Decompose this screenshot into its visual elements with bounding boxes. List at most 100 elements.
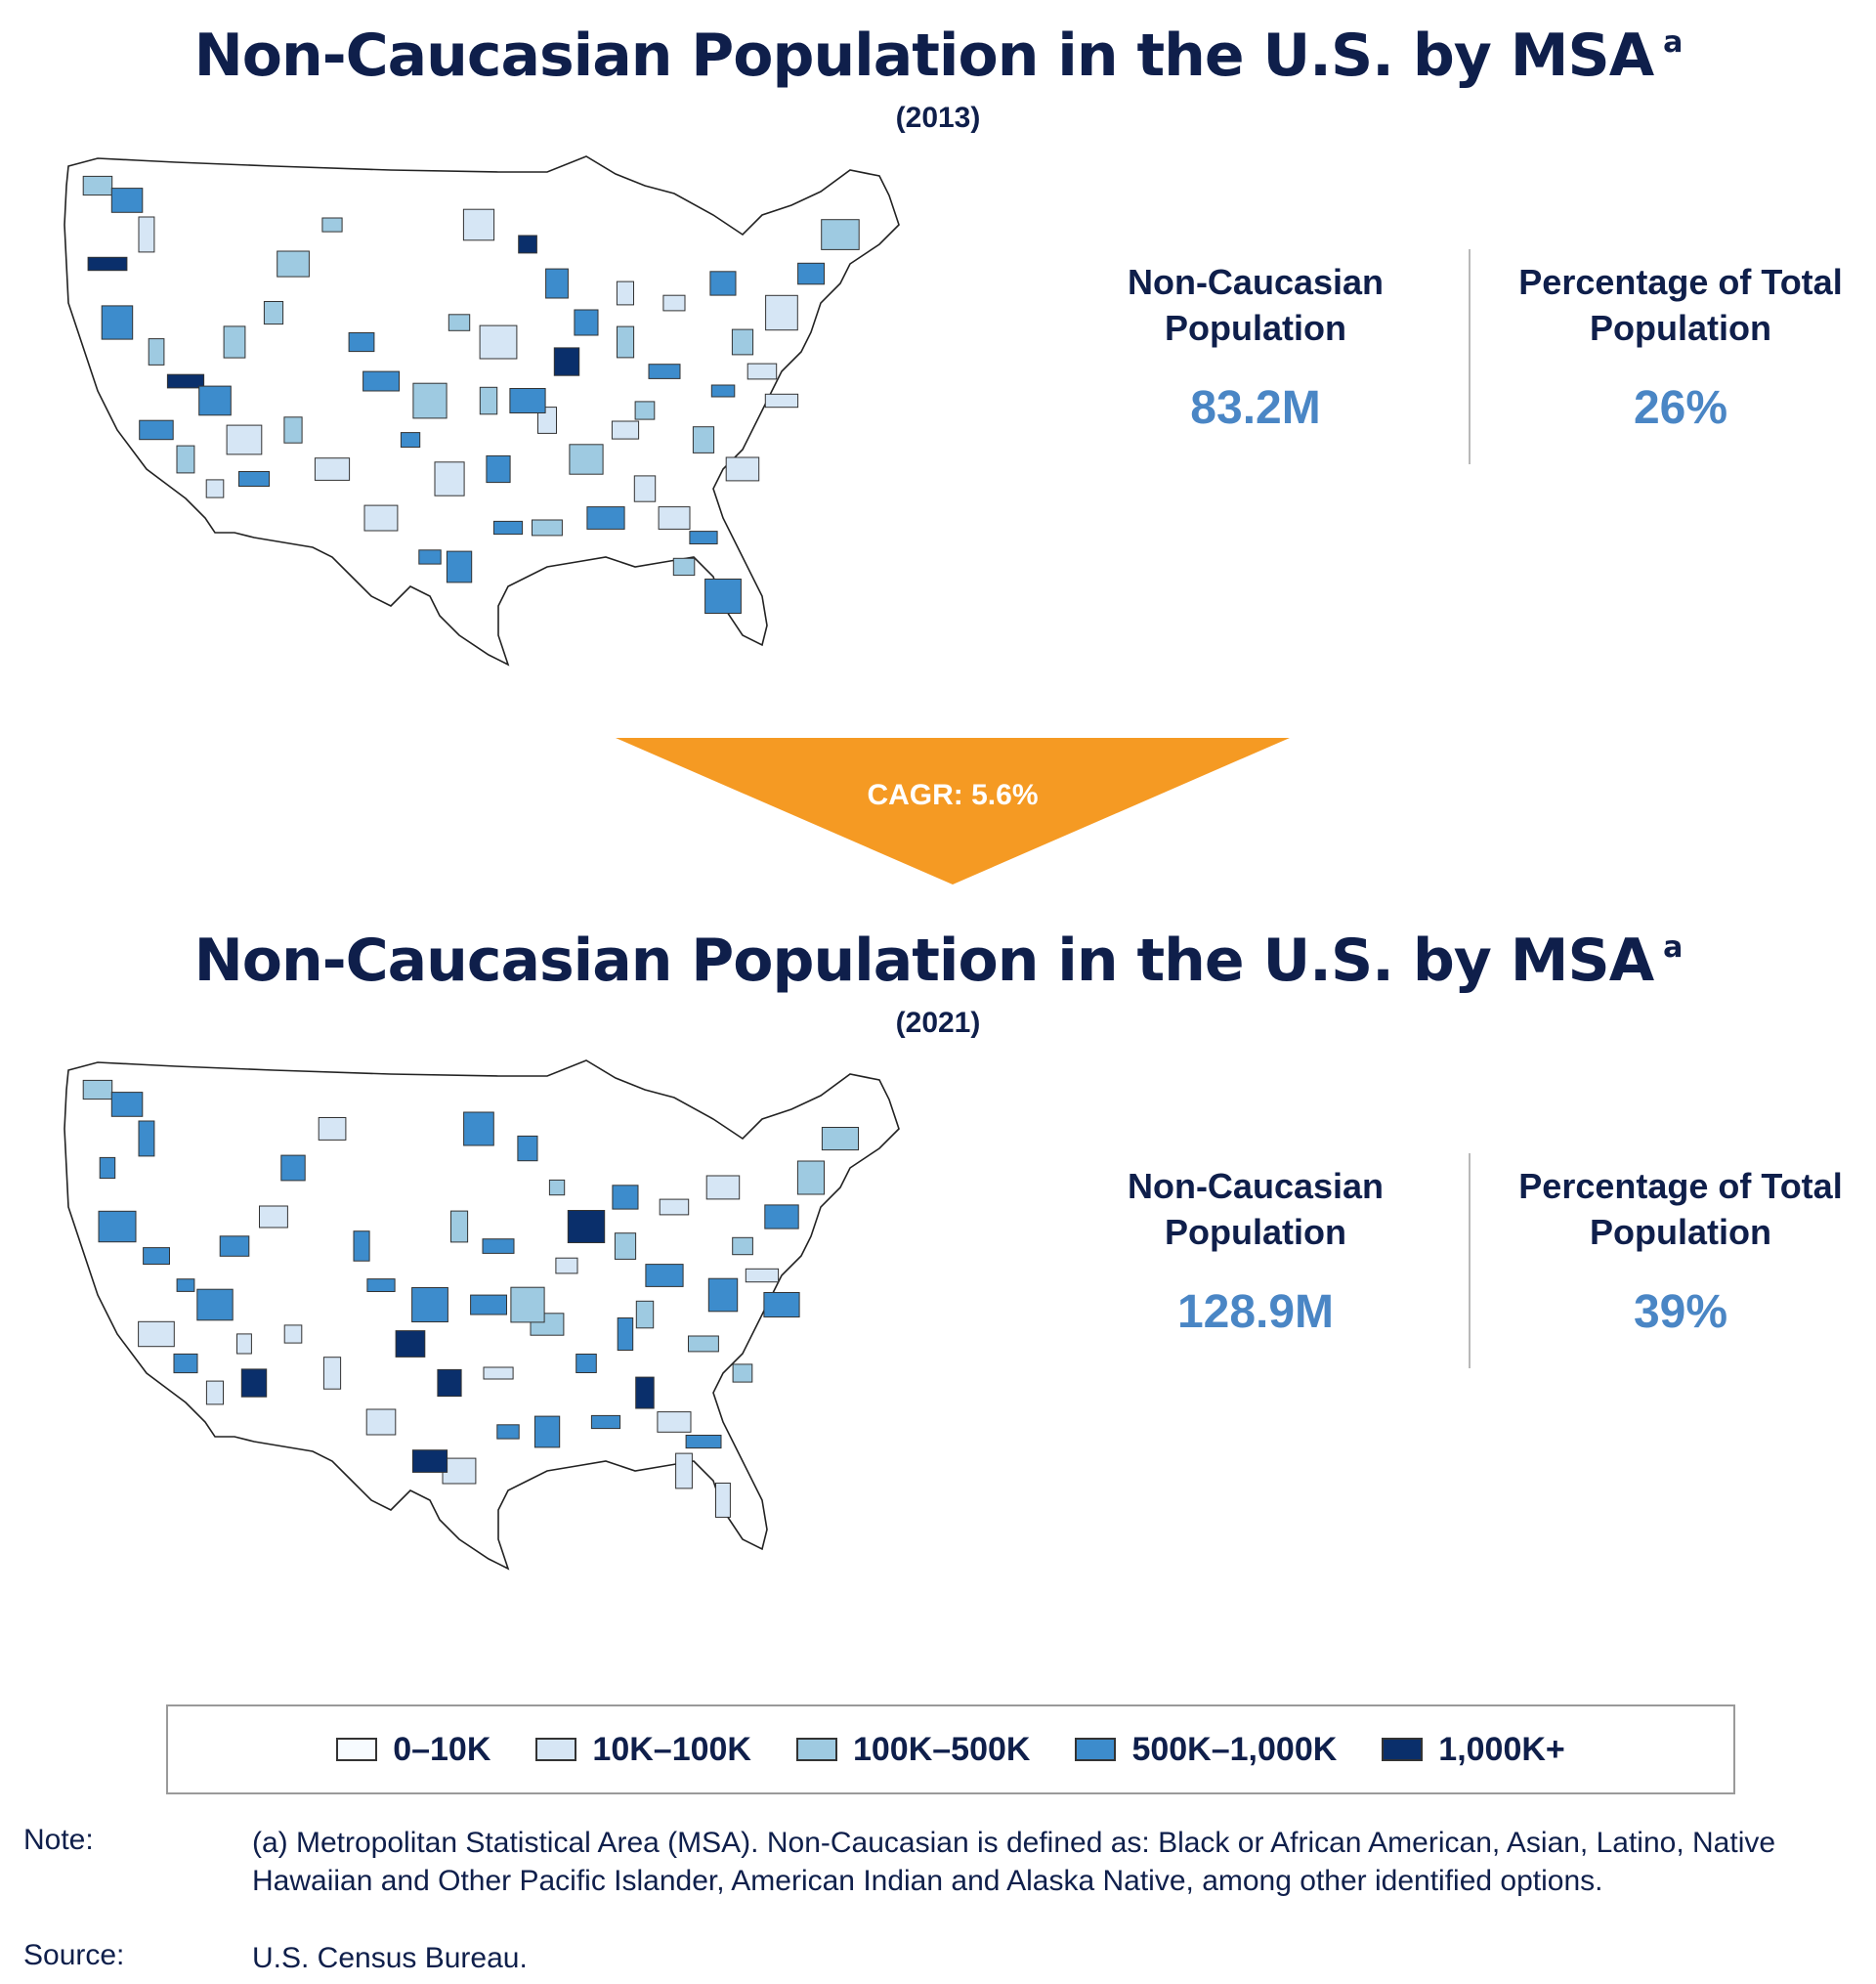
msa-region (821, 219, 860, 250)
msa-region (450, 1210, 469, 1243)
msa-region (692, 426, 715, 453)
msa-region (763, 1292, 800, 1317)
stat-population-label-2013: Non-Caucasian Population (1127, 262, 1385, 348)
msa-region (353, 1230, 370, 1262)
msa-region (237, 471, 270, 487)
panel-title-2021: Non-Caucasian Population in the U.S. by … (193, 927, 1684, 995)
source-label: Source: (23, 1939, 125, 1971)
stat-divider-2021 (1469, 1153, 1471, 1368)
msa-region (283, 416, 303, 444)
legend-item-10k-100k: 10K–100K (535, 1731, 751, 1769)
msa-region (545, 268, 569, 299)
msa-region (725, 456, 760, 482)
msa-region (689, 531, 718, 545)
msa-region (614, 1232, 637, 1260)
msa-region (745, 1268, 780, 1283)
msa-region (470, 1294, 508, 1315)
msa-region (101, 305, 134, 340)
msa-region (280, 1154, 306, 1182)
msa-region (611, 420, 640, 440)
map-legend: 0–10K 10K–100K 100K–500K 500K–1,000K 1,0… (166, 1704, 1735, 1794)
msa-region (765, 294, 798, 331)
msa-region (196, 1288, 234, 1321)
msa-region (574, 309, 599, 336)
msa-region (635, 1376, 655, 1409)
title-footnote-marker: a (1663, 930, 1683, 965)
msa-region (87, 256, 128, 272)
msa-region (658, 506, 691, 530)
msa-region (198, 385, 232, 416)
msa-region (517, 1135, 538, 1162)
stat-population-value-2021: 128.9M (1176, 1286, 1335, 1338)
msa-region (486, 454, 511, 484)
msa-region (675, 1452, 693, 1489)
legend-item-500k-1000k: 500K–1,000K (1075, 1731, 1337, 1769)
msa-region (659, 1198, 690, 1216)
msa-region (400, 432, 421, 449)
msa-region (707, 1277, 739, 1313)
msa-region (437, 1368, 462, 1398)
msa-region (363, 504, 399, 532)
note-label: Note: (23, 1824, 94, 1856)
msa-region (617, 1317, 634, 1351)
msa-region (705, 1175, 741, 1200)
note-text: (a) Metropolitan Statistical Area (MSA).… (252, 1827, 1776, 1897)
cagr-label: CAGR: 5.6% (867, 779, 1039, 811)
msa-region (263, 301, 284, 325)
stat-percentage-label-2013: Percentage of Total Population (1518, 262, 1843, 348)
msa-region (533, 1415, 561, 1448)
title-footnote-marker: a (1663, 25, 1683, 60)
msa-region (411, 1449, 448, 1473)
msa-region (612, 1185, 639, 1210)
msa-region (318, 1117, 347, 1141)
cagr-arrow (616, 738, 1290, 884)
stat-percentage-value-2013: 26% (1633, 382, 1728, 434)
stat-divider-2013 (1469, 249, 1471, 464)
msa-region (226, 424, 263, 455)
msa-region (532, 519, 563, 537)
msa-region (277, 250, 310, 278)
msa-region (764, 1204, 799, 1229)
panel-title-2013: Non-Caucasian Population in the U.S. by … (193, 22, 1684, 90)
msa-region (704, 579, 742, 614)
msa-region (567, 1210, 606, 1243)
msa-region (645, 1264, 684, 1287)
legend-swatch (336, 1738, 378, 1761)
msa-region (634, 401, 656, 420)
msa-region (240, 1368, 268, 1398)
msa-region (219, 1235, 250, 1257)
legend-swatch (1382, 1738, 1424, 1761)
stat-population-label-2021: Non-Caucasian Population (1127, 1166, 1385, 1252)
msa-region (569, 444, 604, 475)
msa-region (548, 1179, 566, 1196)
msa-region (82, 175, 113, 196)
msa-region (110, 1092, 144, 1117)
msa-region (138, 216, 155, 253)
msa-region (709, 271, 737, 296)
stat-population-value-2013: 83.2M (1190, 382, 1321, 434)
msa-region (586, 506, 625, 530)
msa-region (576, 1354, 597, 1373)
legend-label: 0–10K (393, 1730, 491, 1768)
msa-region (205, 1380, 224, 1405)
panel-year-2013: (2013) (895, 102, 981, 134)
us-msa-map-2013 (64, 155, 900, 667)
msa-region (462, 208, 495, 241)
legend-swatch (1075, 1738, 1117, 1761)
source-text: U.S. Census Bureau. (252, 1942, 528, 1974)
msa-region (434, 461, 465, 496)
msa-region (479, 324, 518, 360)
msa-region (555, 1257, 578, 1274)
msa-region (176, 1278, 195, 1292)
msa-region (418, 549, 442, 565)
msa-region (143, 1247, 170, 1266)
msa-region (321, 217, 343, 233)
msa-region (797, 262, 825, 285)
msa-regions (82, 175, 860, 614)
msa-region (479, 386, 498, 415)
msa-region (110, 188, 144, 213)
msa-region (139, 419, 174, 441)
stat-percentage-label-2021: Percentage of Total Population (1518, 1166, 1843, 1252)
msa-region (616, 280, 635, 306)
msa-region (685, 1435, 722, 1449)
